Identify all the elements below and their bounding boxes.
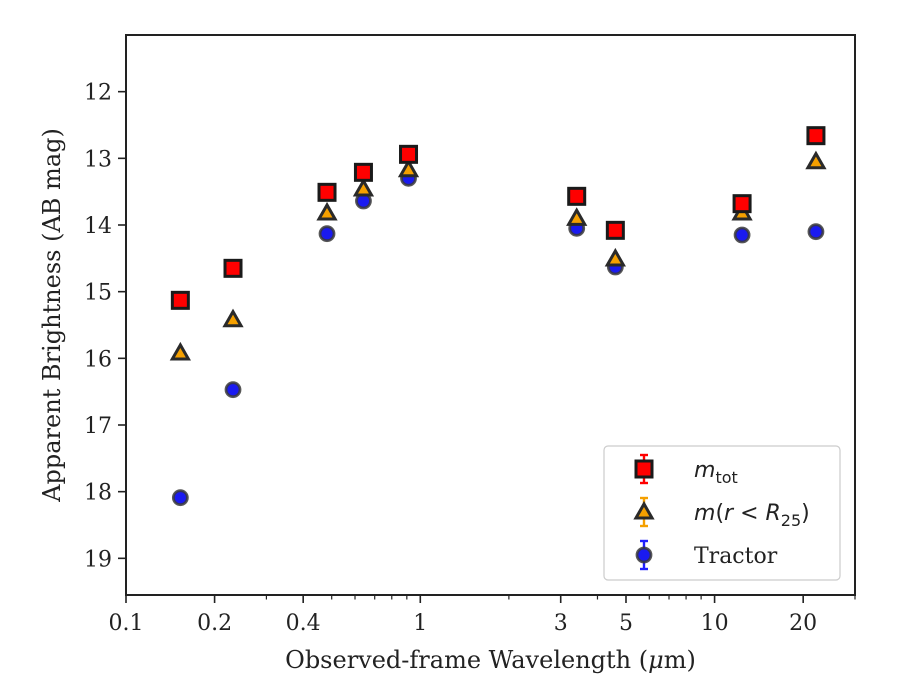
- y-axis-ticks: 12 13 14 15 16 17 18 19: [84, 81, 126, 572]
- data-point-mtot: [353, 162, 373, 182]
- data-point-mtot: [170, 290, 190, 310]
- legend-box: [603, 445, 841, 581]
- y-tick-label: 18: [84, 481, 112, 506]
- legend-mtot-m: m: [694, 458, 715, 483]
- legend-marker-tractor: [635, 546, 653, 564]
- data-point-mtot: [223, 258, 243, 278]
- y-tick-label: 12: [84, 81, 112, 106]
- y-tick-label: 19: [84, 547, 112, 572]
- data-point-r25: [397, 158, 420, 178]
- data-point-tractor: [171, 489, 189, 507]
- data-point-tractor: [224, 381, 242, 399]
- y-tick-label: 14: [84, 214, 112, 239]
- data-point-tractor: [807, 223, 825, 241]
- plot-frame: [125, 34, 856, 596]
- y-tick-label: 13: [84, 147, 112, 172]
- x-tick-label: 0.2: [197, 611, 232, 636]
- x-tick-label: 0.1: [109, 611, 144, 636]
- x-tick-label: 3: [554, 611, 568, 636]
- legend: mtot m(r < R25) Tractor: [603, 445, 841, 581]
- data-point-r25: [805, 150, 827, 170]
- data-point-mtot: [317, 182, 337, 202]
- legend-r25-lt: <: [733, 501, 765, 526]
- x-axis-title-start: Observed-frame Wavelength (: [285, 646, 648, 674]
- data-point-mtot: [567, 186, 587, 206]
- x-axis-ticks: 0.1 0.2 0.4 1 3 5 10 20: [109, 595, 856, 636]
- legend-r25-open: (: [715, 501, 724, 526]
- data-point-mtot: [732, 194, 752, 214]
- y-tick-label: 16: [84, 347, 112, 372]
- data-point-mtot: [806, 126, 826, 146]
- x-axis-title-end: m): [664, 646, 696, 674]
- data-point-tractor: [733, 226, 751, 244]
- y-tick-label: 15: [84, 281, 112, 306]
- y-tick-label: 17: [84, 414, 112, 439]
- legend-markers: [633, 453, 655, 571]
- legend-mtot-sub: tot: [715, 468, 737, 487]
- data-point-r25: [352, 177, 375, 197]
- legend-label-mtot: mtot: [694, 458, 738, 487]
- legend-r25-r: r: [724, 501, 735, 526]
- x-axis-title-mu: μ: [648, 646, 664, 674]
- data-point-r25: [222, 308, 244, 328]
- x-tick-label: 20: [789, 611, 817, 636]
- series-r25: [169, 150, 827, 361]
- x-tick-label: 10: [701, 611, 729, 636]
- legend-r25-R: R: [766, 501, 781, 526]
- legend-label-tractor: Tractor: [694, 544, 778, 569]
- legend-label-r25: m(r < R25): [694, 501, 810, 530]
- legend-r25-m: m: [694, 501, 715, 526]
- series-mtot: [170, 126, 826, 310]
- data-point-mtot: [399, 144, 419, 164]
- x-tick-label: 1: [413, 611, 427, 636]
- legend-marker-mtot: [634, 459, 654, 479]
- x-tick-label: 0.4: [286, 611, 321, 636]
- data-point-r25: [604, 247, 626, 267]
- x-axis-title: Observed-frame Wavelength (μm): [285, 646, 696, 674]
- x-tick-label: 5: [619, 611, 633, 636]
- data-point-r25: [169, 341, 191, 361]
- data-marks: [169, 126, 827, 507]
- legend-marker-r25: [633, 500, 655, 520]
- data-point-tractor: [318, 225, 336, 243]
- data-point-r25: [316, 201, 338, 221]
- legend-r25-close: ): [801, 501, 810, 526]
- data-point-mtot: [605, 220, 625, 240]
- data-point-r25: [566, 207, 588, 226]
- y-axis-title: Apparent Brightness (AB mag): [38, 128, 66, 503]
- legend-r25-sub: 25: [781, 511, 801, 530]
